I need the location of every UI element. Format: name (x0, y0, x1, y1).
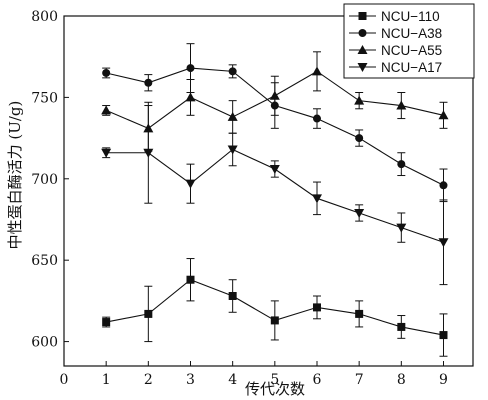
y-tick-label: 750 (31, 90, 58, 106)
data-point (438, 110, 449, 120)
data-point (355, 134, 364, 143)
data-point (439, 181, 448, 190)
data-point (227, 145, 238, 155)
data-point (269, 165, 280, 175)
data-point (397, 160, 406, 169)
y-tick-label: 800 (31, 9, 58, 25)
x-tick-label: 5 (270, 372, 279, 388)
series-1 (102, 258, 448, 357)
x-axis-label: 传代次数 (245, 380, 305, 398)
data-point (228, 67, 237, 76)
x-tick-label: 1 (102, 372, 111, 388)
data-point (355, 309, 364, 318)
legend-label: NCU−A38 (381, 26, 442, 41)
x-tick-label: 0 (60, 372, 69, 388)
series-4 (101, 101, 449, 286)
x-tick-label: 2 (144, 372, 153, 388)
legend-label: NCU−A17 (381, 60, 442, 75)
legend-item: NCU−A38 (349, 26, 442, 41)
data-point (312, 303, 321, 312)
y-tick-label: 700 (31, 172, 58, 188)
data-point (438, 238, 449, 248)
data-point (102, 68, 111, 77)
series-layer (101, 43, 449, 357)
data-point (228, 292, 237, 300)
legend: NCU−110 NCU−A38 NCU−A55 NCU−A17 (343, 3, 475, 79)
legend-label: NCU−A55 (381, 43, 442, 58)
data-point (439, 331, 448, 340)
data-point (269, 90, 280, 100)
legend-item: NCU−A17 (349, 60, 442, 75)
legend-item: NCU−110 (349, 9, 440, 24)
data-point (354, 95, 365, 105)
data-point (396, 100, 407, 110)
x-tick-label: 9 (439, 372, 448, 388)
x-tick-label: 6 (313, 372, 322, 388)
data-point (144, 309, 153, 318)
data-point (144, 78, 153, 87)
data-point (101, 148, 112, 158)
y-tick-label: 600 (31, 335, 58, 351)
legend-marker (357, 45, 368, 54)
data-point (102, 318, 111, 327)
data-point (186, 275, 195, 284)
legend-marker (358, 29, 367, 37)
plot-frame (63, 15, 474, 367)
x-tick-label: 7 (355, 372, 364, 388)
data-point (311, 194, 322, 204)
data-point (396, 223, 407, 233)
data-point (185, 179, 196, 189)
data-point (186, 64, 195, 73)
data-point (311, 66, 322, 76)
legend-label: NCU−110 (381, 9, 440, 24)
y-axis-label: 中性蛋白酶活力 (U/g) (6, 101, 24, 250)
y-tick-label: 650 (31, 253, 58, 269)
legend-marker (357, 63, 368, 72)
legend-item: NCU−A55 (349, 43, 442, 58)
data-point (354, 208, 365, 218)
data-point (397, 322, 406, 331)
x-tick-label: 4 (228, 372, 237, 388)
data-point (227, 111, 238, 121)
data-point (143, 148, 154, 158)
x-tick-label: 3 (186, 372, 195, 388)
axes: 0 1 2 3 4 5 6 7 8 9 600 650 700 750 800 (31, 9, 474, 388)
legend-marker (358, 12, 367, 20)
data-point (270, 316, 279, 325)
data-point (312, 114, 321, 123)
data-point (185, 92, 196, 102)
x-tick-label: 8 (397, 372, 406, 388)
data-point (101, 105, 112, 115)
